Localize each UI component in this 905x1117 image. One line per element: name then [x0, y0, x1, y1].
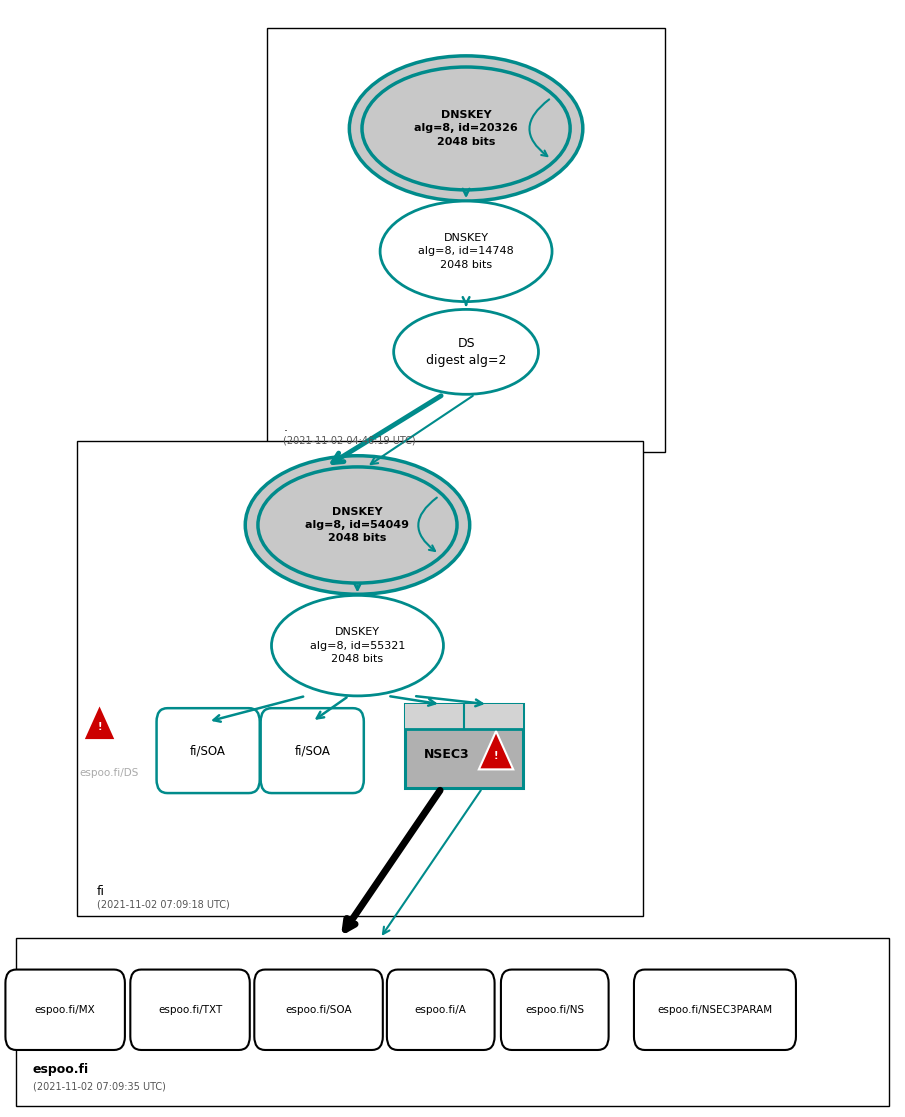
Text: !: !: [494, 751, 499, 761]
Ellipse shape: [362, 67, 570, 190]
FancyBboxPatch shape: [387, 970, 494, 1050]
Ellipse shape: [258, 467, 457, 583]
Ellipse shape: [245, 456, 470, 594]
Text: fi: fi: [97, 885, 105, 898]
Ellipse shape: [349, 56, 583, 201]
Ellipse shape: [394, 309, 538, 394]
FancyBboxPatch shape: [77, 441, 643, 916]
Text: espoo.fi/SOA: espoo.fi/SOA: [285, 1005, 352, 1014]
FancyBboxPatch shape: [267, 28, 665, 452]
Text: (2021-11-02 07:09:18 UTC): (2021-11-02 07:09:18 UTC): [97, 899, 230, 909]
Polygon shape: [479, 732, 513, 770]
FancyBboxPatch shape: [501, 970, 608, 1050]
Text: espoo.fi/NSEC3PARAM: espoo.fi/NSEC3PARAM: [657, 1005, 773, 1014]
Text: DNSKEY
alg=8, id=54049
2048 bits: DNSKEY alg=8, id=54049 2048 bits: [306, 507, 409, 543]
Text: DS
digest alg=2: DS digest alg=2: [426, 337, 506, 366]
Ellipse shape: [272, 595, 443, 696]
Text: espoo.fi/NS: espoo.fi/NS: [525, 1005, 585, 1014]
Text: espoo.fi/DS: espoo.fi/DS: [79, 768, 138, 777]
Text: (2021-11-02 07:09:35 UTC): (2021-11-02 07:09:35 UTC): [33, 1081, 166, 1091]
Text: DNSKEY
alg=8, id=14748
2048 bits: DNSKEY alg=8, id=14748 2048 bits: [418, 233, 514, 269]
Text: espoo.fi/TXT: espoo.fi/TXT: [158, 1005, 222, 1014]
Text: espoo.fi/A: espoo.fi/A: [414, 1005, 467, 1014]
Text: DNSKEY
alg=8, id=20326
2048 bits: DNSKEY alg=8, id=20326 2048 bits: [414, 111, 518, 146]
FancyBboxPatch shape: [634, 970, 796, 1050]
Text: espoo.fi/MX: espoo.fi/MX: [34, 1005, 96, 1014]
FancyBboxPatch shape: [16, 938, 889, 1106]
Text: NSEC3: NSEC3: [424, 748, 470, 761]
FancyBboxPatch shape: [130, 970, 250, 1050]
FancyBboxPatch shape: [5, 970, 125, 1050]
Text: (2021-11-02 04:46:19 UTC): (2021-11-02 04:46:19 UTC): [283, 436, 416, 446]
FancyBboxPatch shape: [405, 705, 523, 789]
Polygon shape: [83, 704, 116, 741]
Text: DNSKEY
alg=8, id=55321
2048 bits: DNSKEY alg=8, id=55321 2048 bits: [310, 628, 405, 663]
Ellipse shape: [380, 201, 552, 302]
Text: fi/SOA: fi/SOA: [190, 744, 226, 757]
FancyBboxPatch shape: [405, 705, 523, 729]
Text: fi/SOA: fi/SOA: [294, 744, 330, 757]
FancyBboxPatch shape: [254, 970, 383, 1050]
Text: !: !: [98, 722, 101, 732]
Text: .: .: [283, 421, 287, 435]
Text: espoo.fi: espoo.fi: [33, 1063, 89, 1077]
FancyBboxPatch shape: [261, 708, 364, 793]
FancyBboxPatch shape: [157, 708, 260, 793]
